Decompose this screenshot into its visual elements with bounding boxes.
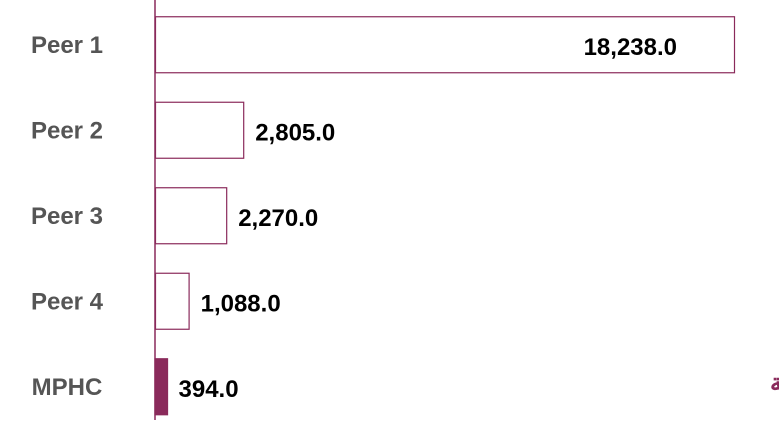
bar: [154, 101, 245, 159]
category-label: Peer 3: [31, 203, 103, 230]
category-label: Peer 1: [31, 32, 103, 59]
category-label: MPHC: [32, 374, 103, 401]
bar: [154, 16, 736, 74]
value-label: 1,088.0: [201, 291, 281, 318]
bar: [154, 358, 169, 416]
value-label: 394.0: [179, 376, 239, 403]
value-label: 2,270.0: [238, 205, 318, 232]
bar: [154, 272, 190, 330]
annotation: تحتل مسيعيد المرتبة الخامسة: [770, 369, 779, 397]
value-label: 2,805.0: [255, 120, 335, 147]
category-label: Peer 4: [31, 289, 104, 316]
value-label: 18,238.0: [584, 34, 677, 61]
category-label: Peer 2: [31, 118, 103, 145]
bar: [154, 187, 228, 245]
